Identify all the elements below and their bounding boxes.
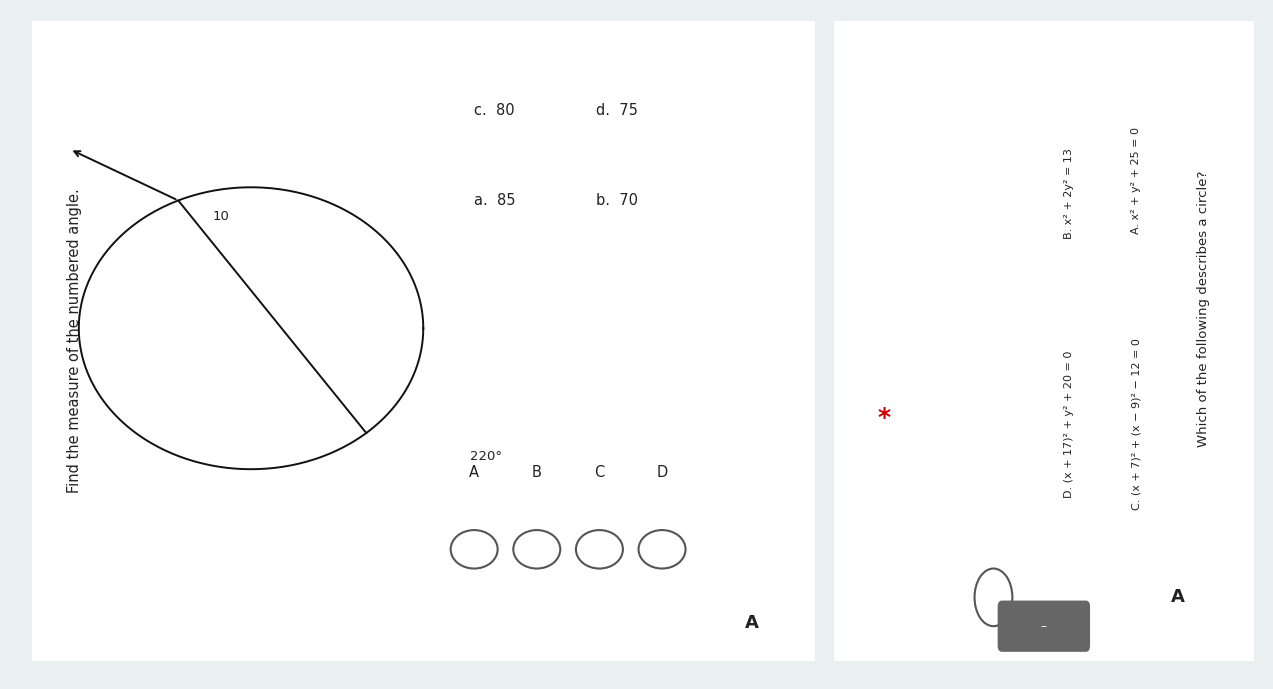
FancyBboxPatch shape bbox=[827, 11, 1260, 671]
Circle shape bbox=[513, 530, 560, 568]
Circle shape bbox=[975, 568, 1012, 626]
Text: d.  75: d. 75 bbox=[596, 103, 638, 118]
Text: b.  70: b. 70 bbox=[596, 193, 638, 207]
Text: *: * bbox=[877, 406, 891, 430]
Text: B. x² + 2y² = 13: B. x² + 2y² = 13 bbox=[1064, 148, 1074, 239]
Text: D. (x + 17)² + y² + 20 = 0: D. (x + 17)² + y² + 20 = 0 bbox=[1064, 351, 1074, 498]
Text: Which of the following describes a circle?: Which of the following describes a circl… bbox=[1197, 171, 1211, 447]
Text: 220°: 220° bbox=[470, 450, 503, 463]
Circle shape bbox=[639, 530, 686, 568]
Text: D: D bbox=[657, 465, 667, 480]
Text: 10: 10 bbox=[213, 210, 229, 223]
Circle shape bbox=[575, 530, 622, 568]
FancyBboxPatch shape bbox=[20, 11, 826, 671]
Text: a.  85: a. 85 bbox=[474, 193, 516, 207]
Text: A: A bbox=[745, 614, 759, 632]
Circle shape bbox=[451, 530, 498, 568]
FancyBboxPatch shape bbox=[998, 601, 1090, 652]
Text: Find the measure of the numbered angle.: Find the measure of the numbered angle. bbox=[67, 189, 83, 493]
Text: B: B bbox=[532, 465, 542, 480]
Text: A: A bbox=[470, 465, 479, 480]
Text: A: A bbox=[1171, 588, 1185, 606]
Text: A. x² + y² + 25 = 0: A. x² + y² + 25 = 0 bbox=[1132, 127, 1142, 234]
Text: C. (x + 7)² + (x − 9)² − 12 = 0: C. (x + 7)² + (x − 9)² − 12 = 0 bbox=[1132, 338, 1142, 511]
Text: --: -- bbox=[1040, 621, 1048, 631]
Text: C: C bbox=[594, 465, 605, 480]
Text: c.  80: c. 80 bbox=[474, 103, 514, 118]
